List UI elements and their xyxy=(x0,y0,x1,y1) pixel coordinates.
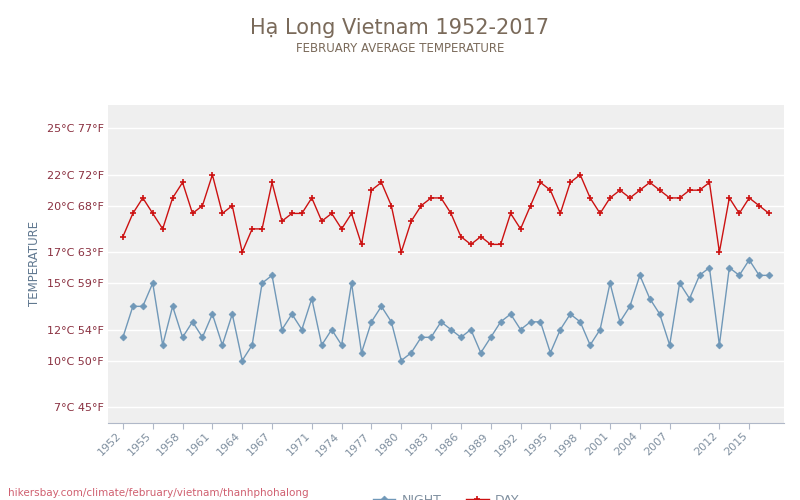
DAY xyxy=(297,210,306,216)
DAY xyxy=(168,195,178,201)
Line: DAY: DAY xyxy=(119,171,773,256)
NIGHT xyxy=(118,334,128,340)
NIGHT xyxy=(168,304,178,310)
DAY xyxy=(118,234,128,239)
NIGHT xyxy=(327,326,337,332)
DAY xyxy=(207,172,217,177)
DAY xyxy=(238,249,247,255)
DAY xyxy=(426,195,436,201)
NIGHT xyxy=(406,350,416,356)
NIGHT xyxy=(635,272,645,278)
Y-axis label: TEMPERATURE: TEMPERATURE xyxy=(28,221,41,306)
Line: NIGHT: NIGHT xyxy=(121,258,771,363)
NIGHT xyxy=(238,358,247,364)
NIGHT xyxy=(764,272,774,278)
DAY xyxy=(764,210,774,216)
Text: FEBRUARY AVERAGE TEMPERATURE: FEBRUARY AVERAGE TEMPERATURE xyxy=(296,42,504,56)
Text: hikersbay.com/climate/february/vietnam/thanhphohalong: hikersbay.com/climate/february/vietnam/t… xyxy=(8,488,309,498)
NIGHT xyxy=(416,334,426,340)
Text: Hạ Long Vietnam 1952-2017: Hạ Long Vietnam 1952-2017 xyxy=(250,18,550,38)
NIGHT xyxy=(287,311,297,317)
NIGHT xyxy=(745,257,754,263)
Legend: NIGHT, DAY: NIGHT, DAY xyxy=(367,488,525,500)
DAY xyxy=(416,202,426,208)
DAY xyxy=(645,180,654,186)
DAY xyxy=(337,226,346,232)
